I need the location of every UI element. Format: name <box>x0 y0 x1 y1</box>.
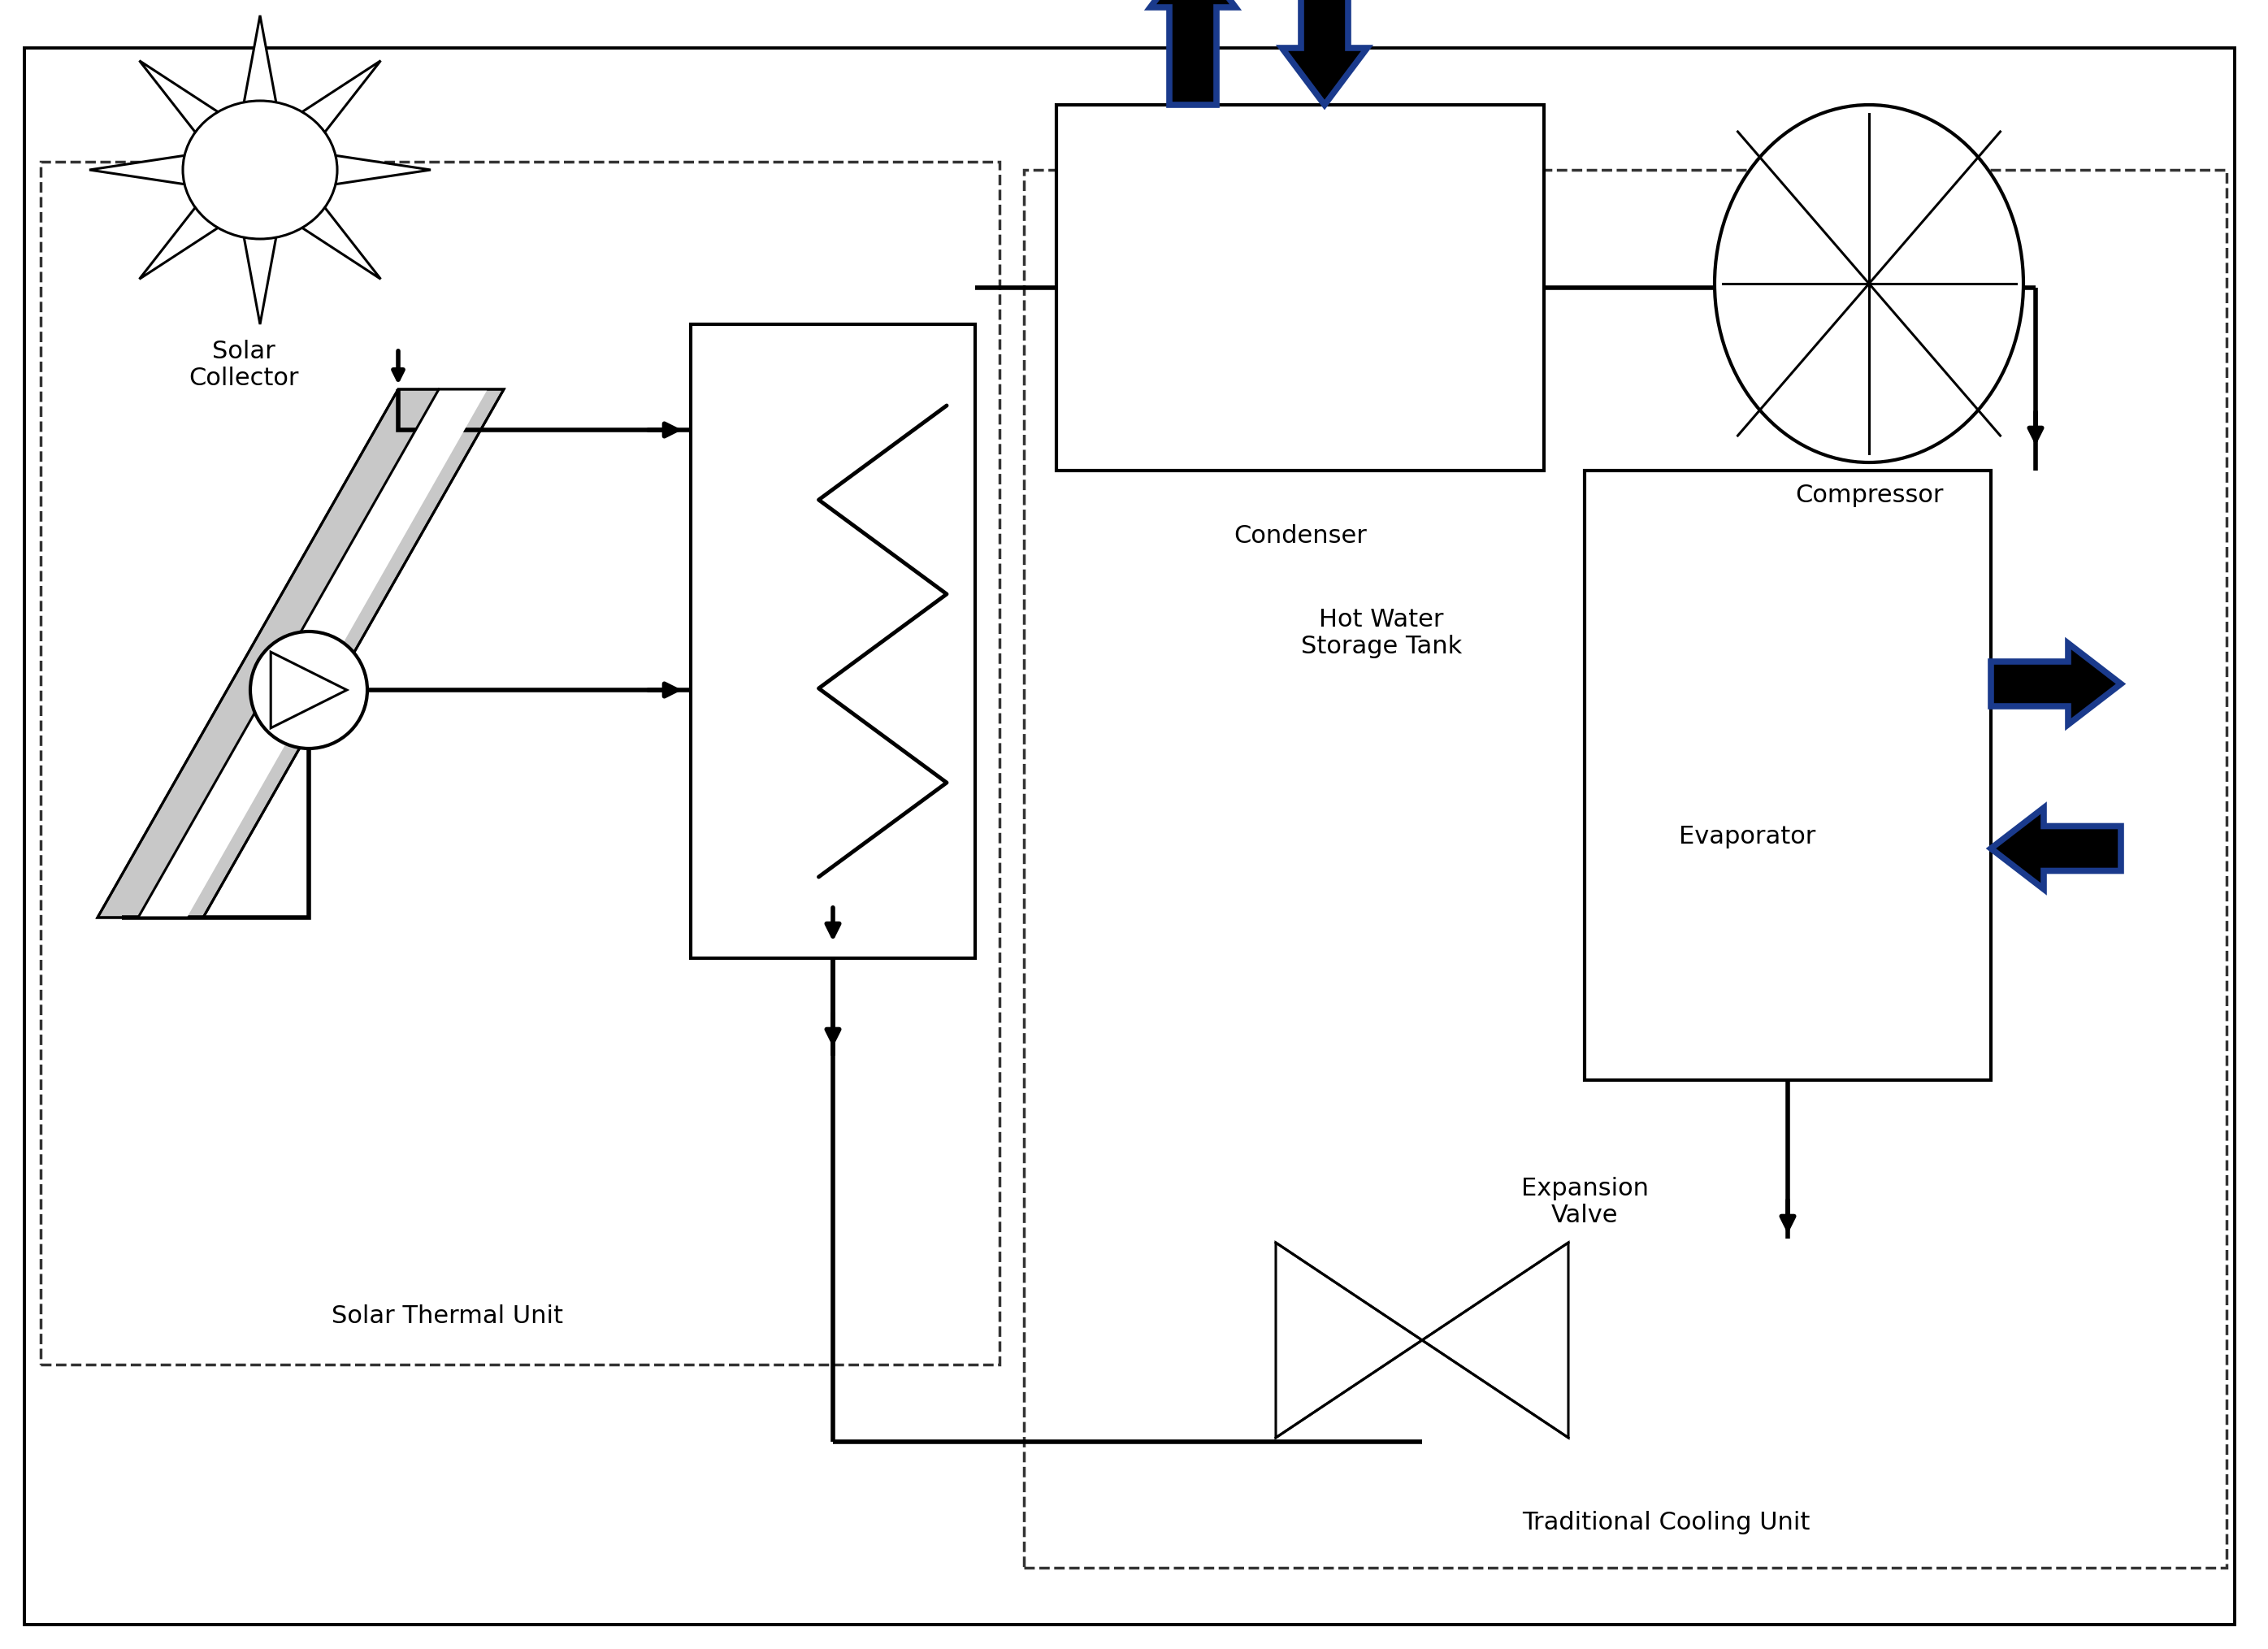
Text: Condenser: Condenser <box>1234 524 1368 547</box>
Text: Evaporator: Evaporator <box>1678 824 1814 848</box>
Polygon shape <box>270 651 347 727</box>
Polygon shape <box>138 208 218 279</box>
Polygon shape <box>302 61 381 132</box>
FancyArrow shape <box>1991 643 2121 724</box>
FancyArrow shape <box>1150 0 1236 106</box>
Polygon shape <box>88 155 184 185</box>
Text: Expansion
Valve: Expansion Valve <box>1522 1177 1649 1227</box>
Text: Traditional Cooling Unit: Traditional Cooling Unit <box>1522 1510 1810 1535</box>
Ellipse shape <box>1715 106 2023 462</box>
Polygon shape <box>1422 1243 1569 1438</box>
Polygon shape <box>245 15 277 102</box>
Polygon shape <box>1277 1243 1422 1438</box>
Bar <box>1585 470 1991 1080</box>
Text: Hot Water
Storage Tank: Hot Water Storage Tank <box>1302 608 1463 658</box>
Text: Solar
Collector: Solar Collector <box>188 340 299 391</box>
Polygon shape <box>138 389 488 917</box>
Polygon shape <box>245 237 277 325</box>
Polygon shape <box>98 389 503 917</box>
Bar <box>1057 106 1545 470</box>
Text: Compressor: Compressor <box>1794 483 1944 506</box>
Text: Solar Thermal Unit: Solar Thermal Unit <box>331 1304 562 1327</box>
Ellipse shape <box>184 101 338 239</box>
Polygon shape <box>336 155 431 185</box>
Polygon shape <box>138 61 218 132</box>
FancyArrow shape <box>1281 0 1368 106</box>
FancyArrow shape <box>1991 808 2121 889</box>
Bar <box>692 325 975 958</box>
Circle shape <box>249 632 367 749</box>
Polygon shape <box>302 208 381 279</box>
